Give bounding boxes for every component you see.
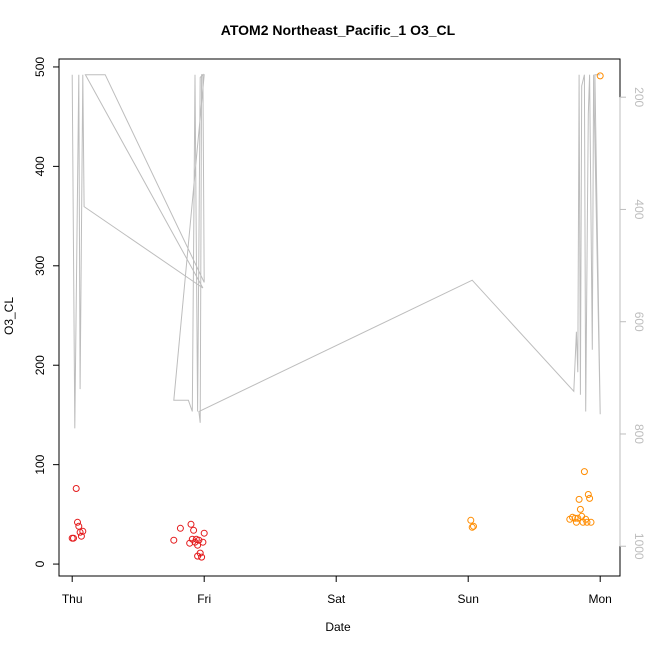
data-point [74,518,81,526]
data-point [199,538,207,546]
series-line [71,73,601,429]
x-tick-label: Thu [62,592,83,606]
x-axis: Thu Fri Sat Sun Mon [62,575,612,606]
data-point [198,553,206,561]
y2-tick-label: 200 [632,87,646,107]
data-point [468,523,476,531]
data-point [467,516,475,524]
data-point [194,541,202,549]
data-point [575,495,583,503]
data-point [170,536,178,544]
line-series-layer [71,73,601,429]
y2-tick-label: 400 [632,199,646,219]
data-point [571,514,579,522]
data-point [187,520,195,528]
y-axis: 0 100 200 300 400 500 [33,57,60,567]
x-tick-label: Mon [589,592,612,606]
y-tick-label: 200 [33,355,47,375]
x-tick-label: Sun [458,592,479,606]
data-point [596,72,604,80]
y2-tick-label: 800 [632,424,646,444]
y-tick-label: 0 [33,560,47,567]
y2-tick-label: 600 [632,312,646,332]
data-point [574,514,582,522]
data-point [190,526,198,534]
x-tick-label: Fri [197,592,211,606]
data-point [470,522,477,530]
data-point [576,505,584,513]
data-point [196,549,204,557]
data-point [79,527,87,535]
data-point [586,494,594,502]
y-tick-label: 300 [33,255,47,275]
y-tick-label: 100 [33,454,47,474]
data-point [584,491,592,498]
y-tick-label: 500 [33,57,47,77]
x-tick-label: Sat [327,592,346,606]
data-point [70,534,77,542]
chart-title: ATOM2 Northeast_Pacific_1 O3_CL [221,22,456,38]
y2-axis: 200 400 600 800 1000 [619,87,646,560]
data-point [572,518,580,526]
data-point [200,529,208,537]
data-point [195,536,203,544]
data-point [176,524,184,532]
y2-tick-label: 1000 [632,533,646,560]
data-point [72,485,80,492]
data-point [580,468,588,476]
data-point [583,518,591,526]
x-axis-label: Date [325,620,351,634]
y-tick-label: 400 [33,156,47,176]
data-point [587,518,595,526]
y-axis-label: O3_CL [2,297,16,335]
points-layer [68,72,604,561]
data-point [77,532,85,540]
